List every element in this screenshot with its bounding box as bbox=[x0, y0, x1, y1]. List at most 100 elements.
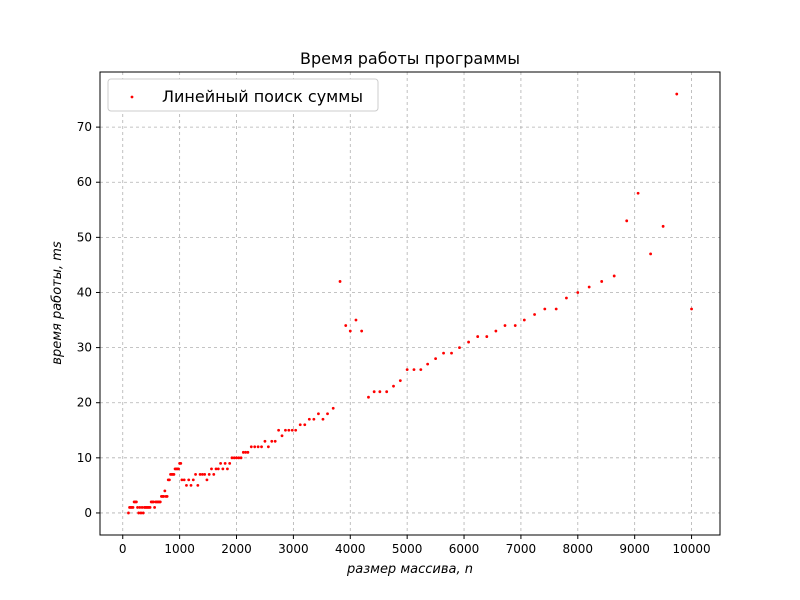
x-tick-label: 2000 bbox=[221, 542, 252, 556]
data-point bbox=[367, 395, 370, 399]
y-tick-label: 10 bbox=[77, 451, 92, 465]
plot-area-frame bbox=[99, 71, 721, 536]
data-point bbox=[442, 351, 445, 355]
data-point bbox=[187, 478, 191, 482]
data-point bbox=[294, 428, 298, 432]
data-point bbox=[625, 219, 629, 223]
data-point bbox=[312, 417, 316, 421]
data-point bbox=[214, 467, 218, 471]
data-point bbox=[476, 335, 480, 338]
legend: Линейный поиск суммы bbox=[107, 78, 379, 112]
data-point bbox=[196, 483, 200, 487]
data-point bbox=[177, 467, 180, 471]
y-tick-label: 50 bbox=[77, 230, 92, 244]
data-point bbox=[392, 384, 395, 388]
data-point bbox=[185, 483, 188, 487]
y-axis-label: время работы, ms bbox=[50, 241, 65, 365]
data-point bbox=[223, 461, 227, 465]
data-point bbox=[246, 450, 250, 454]
data-point bbox=[372, 390, 376, 394]
data-point bbox=[194, 472, 197, 476]
data-point bbox=[137, 511, 141, 515]
data-point bbox=[412, 368, 416, 372]
data-point bbox=[239, 456, 243, 460]
data-point bbox=[141, 511, 145, 515]
data-point bbox=[331, 406, 335, 410]
data-point bbox=[266, 445, 270, 449]
y-tick-label: 20 bbox=[77, 396, 92, 410]
data-point bbox=[153, 506, 157, 509]
x-tick-label: 5000 bbox=[392, 542, 423, 556]
data-point bbox=[136, 506, 139, 509]
data-point bbox=[273, 439, 277, 443]
data-point bbox=[207, 472, 211, 476]
x-tick-label: 6000 bbox=[449, 542, 480, 556]
data-point bbox=[230, 456, 234, 460]
data-point bbox=[450, 351, 453, 355]
data-point bbox=[163, 489, 167, 493]
data-point bbox=[543, 307, 547, 311]
data-point bbox=[485, 335, 489, 338]
data-point bbox=[360, 329, 364, 333]
data-point bbox=[467, 340, 470, 344]
legend-label: Линейный поиск суммы bbox=[162, 87, 363, 106]
data-point bbox=[212, 472, 216, 476]
data-point bbox=[256, 445, 260, 449]
data-point bbox=[326, 412, 329, 416]
chart-title: Время работы программы bbox=[300, 49, 520, 68]
data-point bbox=[244, 450, 248, 454]
data-point bbox=[249, 445, 253, 449]
data-point bbox=[284, 428, 287, 432]
data-point bbox=[270, 439, 274, 443]
data-point bbox=[228, 461, 232, 465]
y-tick-label: 60 bbox=[77, 175, 92, 189]
data-points bbox=[127, 92, 693, 515]
data-point bbox=[158, 500, 162, 504]
data-point bbox=[405, 368, 409, 372]
data-point bbox=[139, 511, 143, 515]
data-point bbox=[167, 478, 171, 482]
data-point bbox=[127, 511, 130, 515]
data-point bbox=[152, 500, 155, 504]
data-point bbox=[135, 500, 138, 504]
data-point bbox=[191, 478, 195, 482]
x-tick-label: 10000 bbox=[672, 542, 710, 556]
x-tick-label: 7000 bbox=[506, 542, 537, 556]
data-point bbox=[378, 390, 382, 394]
data-point bbox=[140, 506, 144, 509]
data-point bbox=[290, 428, 294, 432]
data-point bbox=[600, 280, 604, 283]
data-point bbox=[219, 461, 222, 465]
y-tick-label: 70 bbox=[77, 120, 92, 134]
data-point bbox=[226, 467, 229, 471]
x-tick-label: 3000 bbox=[278, 542, 309, 556]
x-tick-label: 1000 bbox=[164, 542, 195, 556]
data-point bbox=[576, 291, 580, 294]
data-point bbox=[303, 423, 307, 427]
data-point bbox=[241, 450, 245, 454]
x-tick-label: 8000 bbox=[563, 542, 594, 556]
x-tick-label: 9000 bbox=[619, 542, 650, 556]
data-point bbox=[235, 456, 238, 460]
data-point bbox=[260, 445, 263, 449]
data-point bbox=[203, 472, 207, 476]
data-point bbox=[216, 467, 220, 471]
data-point bbox=[131, 506, 135, 509]
axis-ticks: 0 1000 2000 3000 4000 5000 6000 7000 8000 9000 100… bbox=[77, 120, 711, 556]
legend-marker bbox=[130, 95, 134, 99]
y-tick-label: 40 bbox=[77, 285, 92, 299]
data-point bbox=[434, 357, 437, 361]
data-point bbox=[419, 368, 423, 372]
data-point bbox=[661, 224, 665, 228]
x-axis-label: размер массива, n bbox=[346, 562, 473, 577]
data-point bbox=[138, 506, 142, 509]
data-point bbox=[253, 445, 257, 449]
data-point bbox=[317, 412, 320, 416]
data-point bbox=[348, 329, 352, 333]
x-tick-label: 0 bbox=[119, 542, 127, 556]
data-point bbox=[612, 274, 616, 278]
data-point bbox=[338, 280, 342, 283]
data-point bbox=[165, 495, 169, 498]
data-point bbox=[398, 379, 402, 383]
